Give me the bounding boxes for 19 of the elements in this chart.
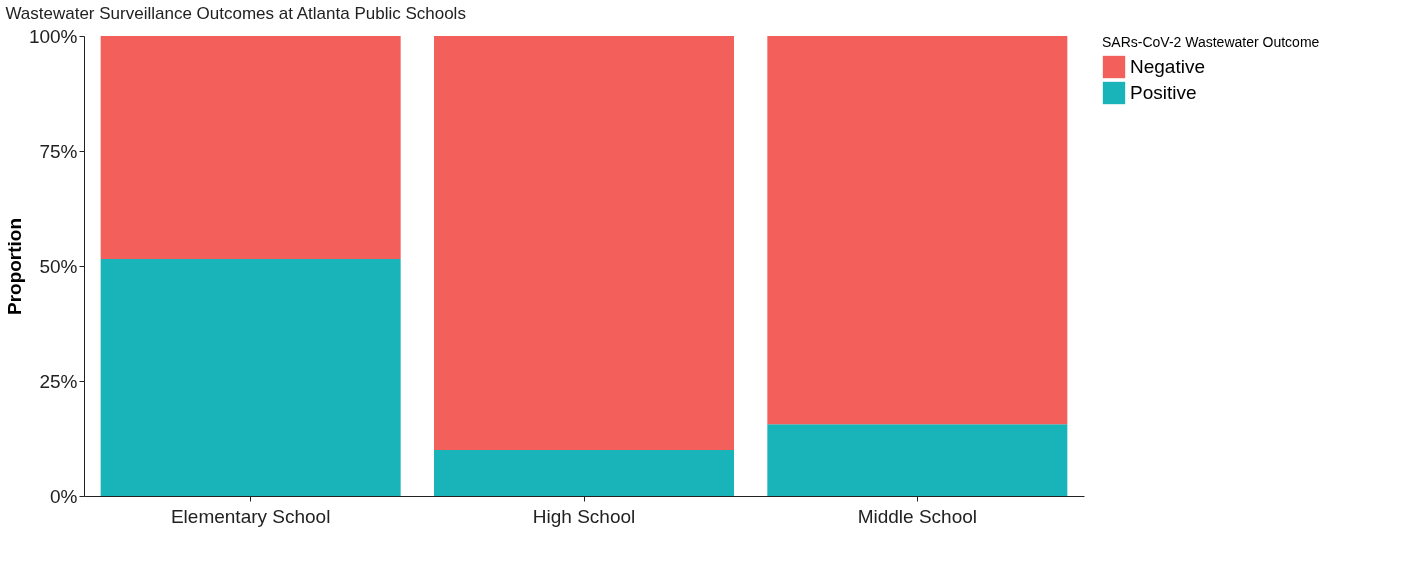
x-tick-label: Elementary School [170, 505, 331, 527]
bar [434, 36, 734, 450]
bar [767, 36, 1068, 425]
y-tick-label: 0% [50, 485, 78, 507]
chart-title: Wastewater Surveillance Outcomes at Atlanta Public Schools [5, 4, 466, 23]
y-axis-title: Proportion [3, 217, 25, 316]
bar [767, 424, 1068, 496]
y-tick-label: 75% [39, 140, 78, 162]
legend-label: Negative [1130, 56, 1205, 77]
y-tick-label: 50% [39, 255, 78, 277]
bar [100, 259, 401, 496]
x-tick-label: High School [532, 505, 636, 527]
bar [100, 36, 401, 260]
legend-title: SARs-CoV-2 Wastewater Outcome [1102, 34, 1320, 50]
legend-label: Positive [1130, 82, 1197, 103]
y-tick-label: 25% [39, 370, 78, 392]
bar [434, 450, 734, 496]
y-tick-label: 100% [28, 25, 78, 47]
x-tick-label: Middle School [857, 505, 978, 527]
